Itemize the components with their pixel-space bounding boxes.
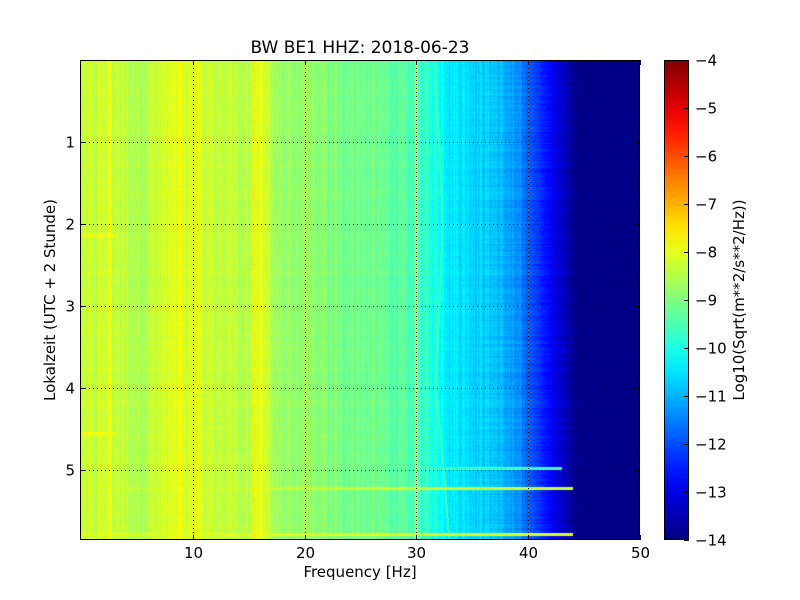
colorbar-tick-label: −6	[695, 148, 717, 166]
colorbar-tick-label: −10	[695, 340, 727, 358]
x-axis: 10 20 30 40 50	[184, 60, 650, 562]
x-axis-label: Frequency [Hz]	[303, 563, 416, 581]
y-tick-label: 2	[65, 216, 75, 234]
colorbar-axis: −4 −5 −6 −7 −8 −9 −10 −11 −12 −13 −14	[684, 52, 727, 550]
colorbar-tick-label: −4	[695, 52, 717, 70]
y-tick-label: 3	[65, 298, 75, 316]
colorbar-tick-label: −9	[695, 292, 717, 310]
y-tick-label: 4	[65, 380, 75, 398]
spectrogram-plot-area	[81, 60, 640, 540]
colorbar-tick-label: −11	[695, 388, 727, 406]
grid-lines	[81, 60, 640, 540]
colorbar-tick-label: −13	[695, 484, 727, 502]
x-tick-label: 40	[519, 544, 538, 562]
x-tick-label: 10	[184, 544, 203, 562]
chart-title: BW BE1 HHZ: 2018-06-23	[250, 38, 469, 58]
y-tick-label: 1	[65, 134, 75, 152]
colorbar-tick-label: −5	[695, 100, 717, 118]
colorbar-tick-label: −8	[695, 244, 717, 262]
spectrogram-heatmap	[81, 60, 640, 540]
y-axis: 1 2 3 4 5	[65, 134, 640, 480]
x-tick-label: 30	[407, 544, 426, 562]
x-tick-label: 20	[296, 544, 315, 562]
x-tick-label: 50	[631, 544, 650, 562]
plot-frame	[80, 60, 640, 540]
colorbar-label: Log10(Sqrt(m**2/s**2/Hz))	[730, 199, 748, 400]
colorbar-tick-label: −12	[695, 436, 727, 454]
colorbar-tick-label: −14	[695, 532, 727, 550]
y-axis-label: Lokalzeit (UTC + 2 Stunde)	[41, 199, 59, 401]
colorbar-tick-label: −7	[695, 196, 717, 214]
y-tick-label: 5	[65, 462, 75, 480]
